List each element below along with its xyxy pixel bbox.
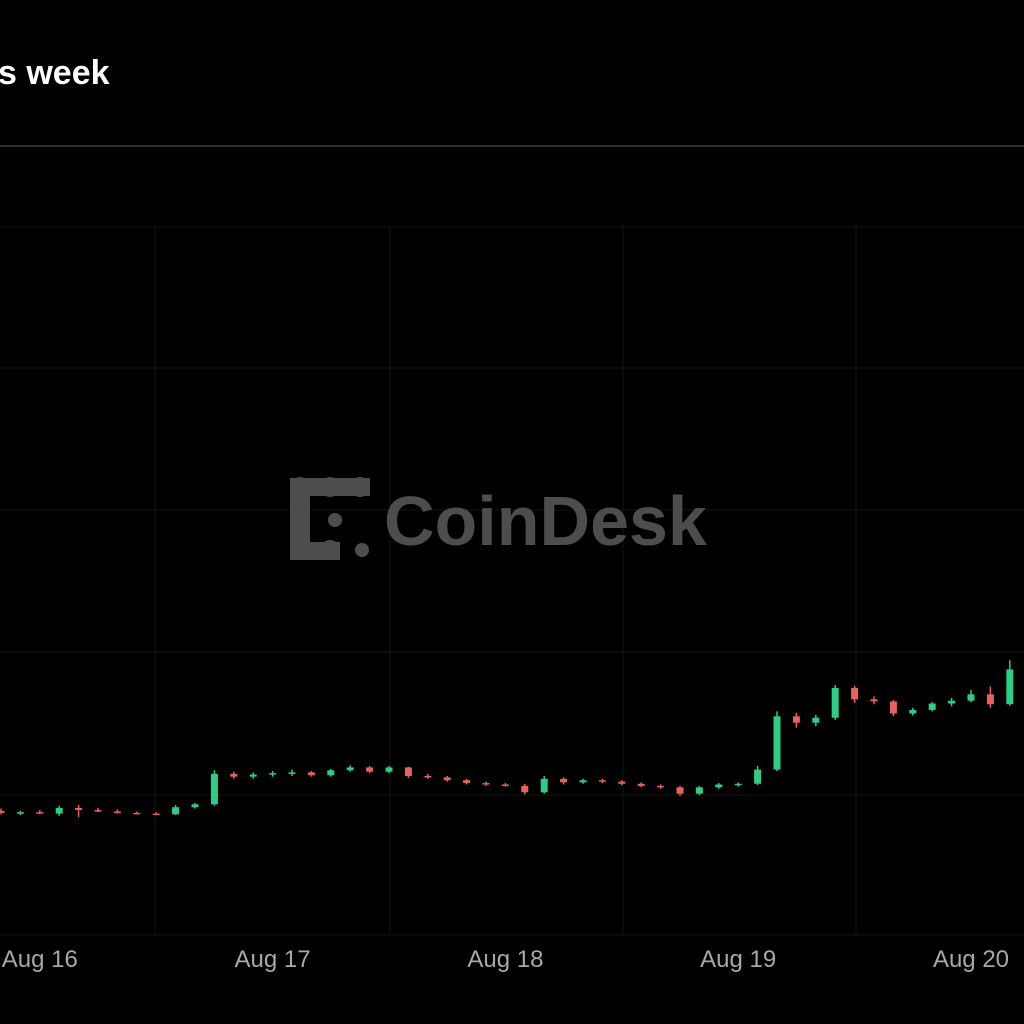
candle-body xyxy=(288,772,296,774)
candle-body xyxy=(909,709,917,714)
watermark-logo xyxy=(290,477,370,560)
candle-body xyxy=(754,769,762,784)
candle-body xyxy=(695,787,703,794)
candle-body xyxy=(424,775,432,778)
candle-body xyxy=(385,767,393,772)
candle-body xyxy=(16,812,24,814)
candle-body xyxy=(366,767,374,772)
candle-body xyxy=(94,810,102,812)
candle-body xyxy=(618,781,626,784)
candle-body xyxy=(327,770,335,776)
watermark: CoinDesk xyxy=(384,482,707,560)
candle-body xyxy=(249,774,257,777)
candle-body xyxy=(676,787,684,794)
candle-body xyxy=(269,773,277,775)
candle-body xyxy=(191,804,199,808)
candle-body xyxy=(870,699,878,702)
candle-body xyxy=(463,780,471,784)
candle-body xyxy=(734,783,742,786)
candle-body xyxy=(75,807,83,811)
chart-title: s week xyxy=(0,54,110,92)
candle-body xyxy=(210,773,218,805)
candle-body xyxy=(851,687,859,700)
candle-body xyxy=(948,700,956,704)
candle-body xyxy=(773,716,781,770)
candle-body xyxy=(443,777,451,781)
candle-body xyxy=(133,812,141,815)
candle-body xyxy=(346,767,354,771)
candle-body xyxy=(560,778,568,783)
x-tick-label: Aug 19 xyxy=(700,946,776,973)
candle-body xyxy=(230,773,238,777)
candle-body xyxy=(1006,669,1014,705)
grid xyxy=(0,225,1024,936)
candle-body xyxy=(715,784,723,788)
x-tick-label: Aug 20 xyxy=(933,946,1009,973)
candle-body xyxy=(521,785,529,793)
candle-body xyxy=(172,807,180,815)
candle-body xyxy=(792,716,800,723)
candle-body xyxy=(579,780,587,783)
candle-body xyxy=(152,813,160,816)
candle-body xyxy=(404,767,412,776)
candle-body xyxy=(986,694,994,705)
candle-body xyxy=(657,785,665,788)
candle-body xyxy=(598,780,606,782)
candle-body xyxy=(812,717,820,723)
candle-body xyxy=(967,694,975,701)
candle-body xyxy=(501,784,509,786)
candle-body xyxy=(889,701,897,714)
x-tick-label: Aug 17 xyxy=(235,946,311,973)
candle-body xyxy=(36,812,44,814)
candle-body xyxy=(55,807,63,814)
candle-body xyxy=(831,687,839,718)
candle-body xyxy=(0,810,5,813)
candle-body xyxy=(482,783,490,785)
candle-body xyxy=(637,783,645,786)
candle-body xyxy=(928,703,936,710)
x-tick-label: Aug 18 xyxy=(467,946,543,973)
candle-body xyxy=(307,772,315,776)
x-tick-label: Aug 16 xyxy=(2,946,78,973)
candle-body xyxy=(113,811,121,813)
candle-body xyxy=(540,778,548,793)
